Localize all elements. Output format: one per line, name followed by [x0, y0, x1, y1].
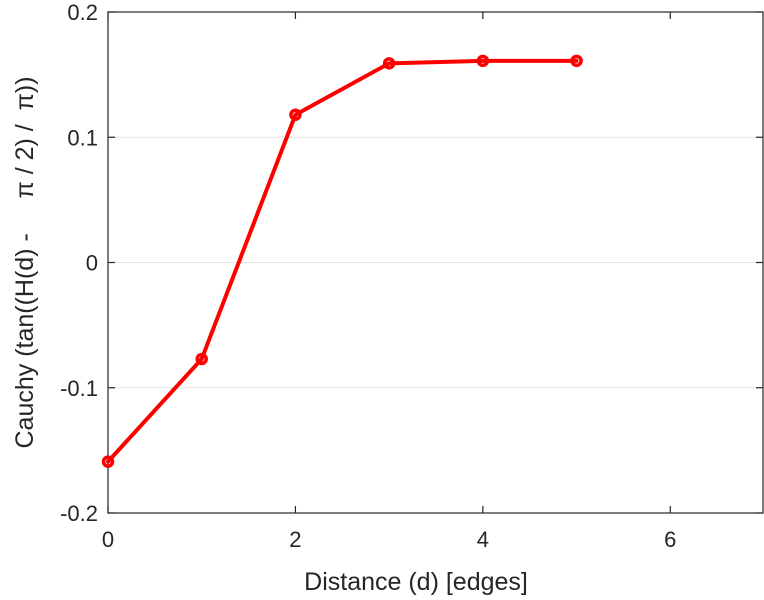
x-tick-label: 2: [289, 527, 301, 552]
tick-layer: -0.2 -0.1 0 0.1 0.2 0 2 4 6: [60, 0, 763, 552]
x-tick-label: 6: [664, 527, 676, 552]
data-point: [382, 57, 396, 70]
y-tick-label: -0.2: [60, 501, 98, 526]
y-tick-label: 0.1: [67, 125, 98, 150]
x-tick-label: 0: [102, 527, 114, 552]
x-tick-label: 4: [477, 527, 489, 552]
data-point: [101, 455, 115, 468]
data-point: [289, 108, 302, 121]
y-tick-label: 0: [86, 251, 98, 276]
y-tick-label: 0.2: [67, 0, 98, 25]
x-axis-label: Distance (d) [edges]: [304, 568, 528, 596]
y-tick-label: -0.1: [60, 376, 98, 401]
data-point: [570, 54, 583, 68]
data-point: [195, 352, 208, 366]
series-layer: [101, 54, 583, 468]
y-axis-label: Cauchy (tan((H(d) - π / 2) / π)): [11, 76, 39, 448]
plot-frame: [107, 11, 764, 514]
grid-layer: [108, 136, 763, 389]
label-layer: Distance (d) [edges] Cauchy (tan((H(d) -…: [11, 76, 528, 596]
series-line: [106, 58, 579, 464]
data-point: [476, 54, 490, 68]
